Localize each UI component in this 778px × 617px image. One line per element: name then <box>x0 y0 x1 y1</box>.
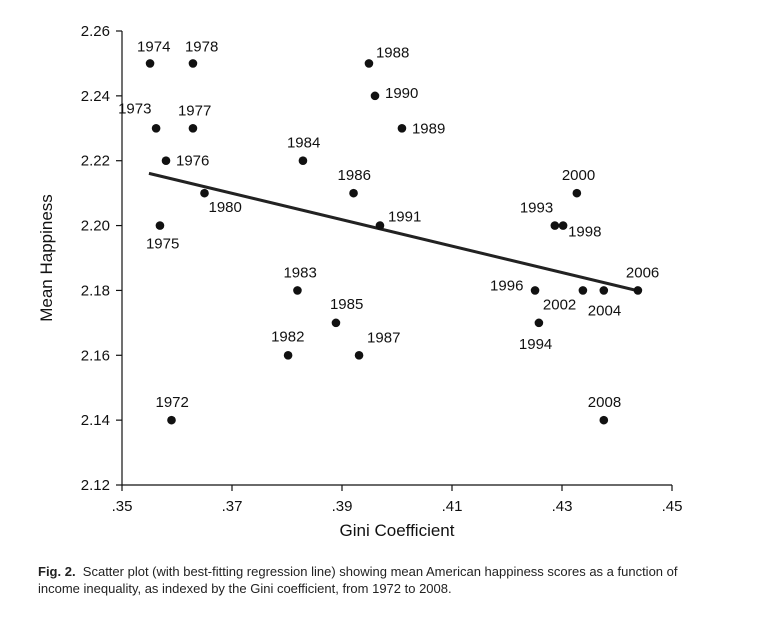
x-axis-title: Gini Coefficient <box>340 521 455 540</box>
point-label: 2008 <box>588 394 621 411</box>
point-label: 1974 <box>137 38 170 55</box>
caption-text: Scatter plot (with best-fitting regressi… <box>38 564 678 596</box>
y-tick-label: 2.16 <box>81 347 110 364</box>
caption-prefix: Fig. 2. <box>38 564 76 579</box>
data-point <box>558 221 568 230</box>
data-point <box>364 59 374 68</box>
x-tick-label: .43 <box>552 498 573 515</box>
point-label: 1982 <box>271 328 304 345</box>
data-point <box>188 59 198 68</box>
data-point <box>283 350 293 360</box>
axes: 2.12 2.14 2.16 2.18 2.20 2.22 2.24 2.26 .35 .37 .3… <box>81 23 683 515</box>
data-point <box>534 318 544 328</box>
data-point <box>530 286 540 295</box>
data-point <box>167 415 176 425</box>
y-axis-title: Mean Happiness <box>37 194 56 322</box>
point-label: 2000 <box>562 167 595 184</box>
point-label: 1975 <box>146 236 179 253</box>
point-label: 1996 <box>490 277 523 294</box>
regression-line <box>148 171 639 293</box>
point-label: 1991 <box>388 209 421 226</box>
data-point <box>578 286 588 295</box>
point-label: 1994 <box>519 336 552 353</box>
point-label: 1977 <box>178 102 211 119</box>
point-label: 2006 <box>626 264 659 281</box>
point-label: 1998 <box>568 224 601 241</box>
y-tick-label: 2.22 <box>81 153 110 170</box>
point-label: 1985 <box>330 296 363 313</box>
point-label: 1972 <box>156 394 189 411</box>
x-tick-label: .39 <box>332 498 353 515</box>
point-label: 1987 <box>367 329 400 346</box>
data-point <box>161 156 171 166</box>
data-point <box>370 91 380 101</box>
point-label: 1984 <box>287 135 320 152</box>
data-point <box>375 221 385 230</box>
data-point <box>200 188 209 198</box>
point-label: 2002 <box>543 296 576 313</box>
data-point <box>572 188 582 198</box>
point-label: 1993 <box>520 200 553 217</box>
data-point <box>550 221 560 230</box>
data-point <box>599 286 609 295</box>
y-tick-label: 2.24 <box>81 88 110 105</box>
marks: 1972 1973 1974 1975 1976 1977 1978 1980 1982 1983… <box>118 38 659 425</box>
y-tick-label: 2.12 <box>81 477 110 494</box>
point-label: 1986 <box>338 167 371 184</box>
data-point <box>298 156 308 166</box>
y-tick-label: 2.18 <box>81 282 110 299</box>
data-point <box>151 123 161 133</box>
data-point <box>599 415 609 425</box>
data-point <box>354 350 364 360</box>
x-tick-label: .37 <box>222 498 243 515</box>
point-label: 1980 <box>209 199 242 216</box>
y-tick-label: 2.20 <box>81 218 110 235</box>
data-point <box>188 123 198 133</box>
point-label: 1976 <box>176 153 209 170</box>
data-point <box>293 286 302 295</box>
x-tick-label: .41 <box>442 498 463 515</box>
point-label: 1990 <box>385 85 418 102</box>
point-label: 1989 <box>412 120 445 137</box>
point-label: 1973 <box>118 100 151 117</box>
y-tick-label: 2.26 <box>81 23 110 40</box>
data-point <box>349 188 358 198</box>
x-tick-label: .35 <box>112 498 133 515</box>
data-point <box>155 221 165 230</box>
data-point <box>145 59 155 68</box>
point-label: 1978 <box>185 38 218 55</box>
figure-caption: Fig. 2. Scatter plot (with best-fitting … <box>38 563 718 597</box>
point-label: 1983 <box>283 264 316 281</box>
data-point <box>633 286 643 295</box>
point-label: 1988 <box>376 44 409 61</box>
x-tick-label: .45 <box>662 498 683 515</box>
y-tick-label: 2.14 <box>81 412 110 429</box>
data-point <box>331 318 341 328</box>
point-label: 2004 <box>588 302 621 319</box>
data-point <box>397 123 407 133</box>
